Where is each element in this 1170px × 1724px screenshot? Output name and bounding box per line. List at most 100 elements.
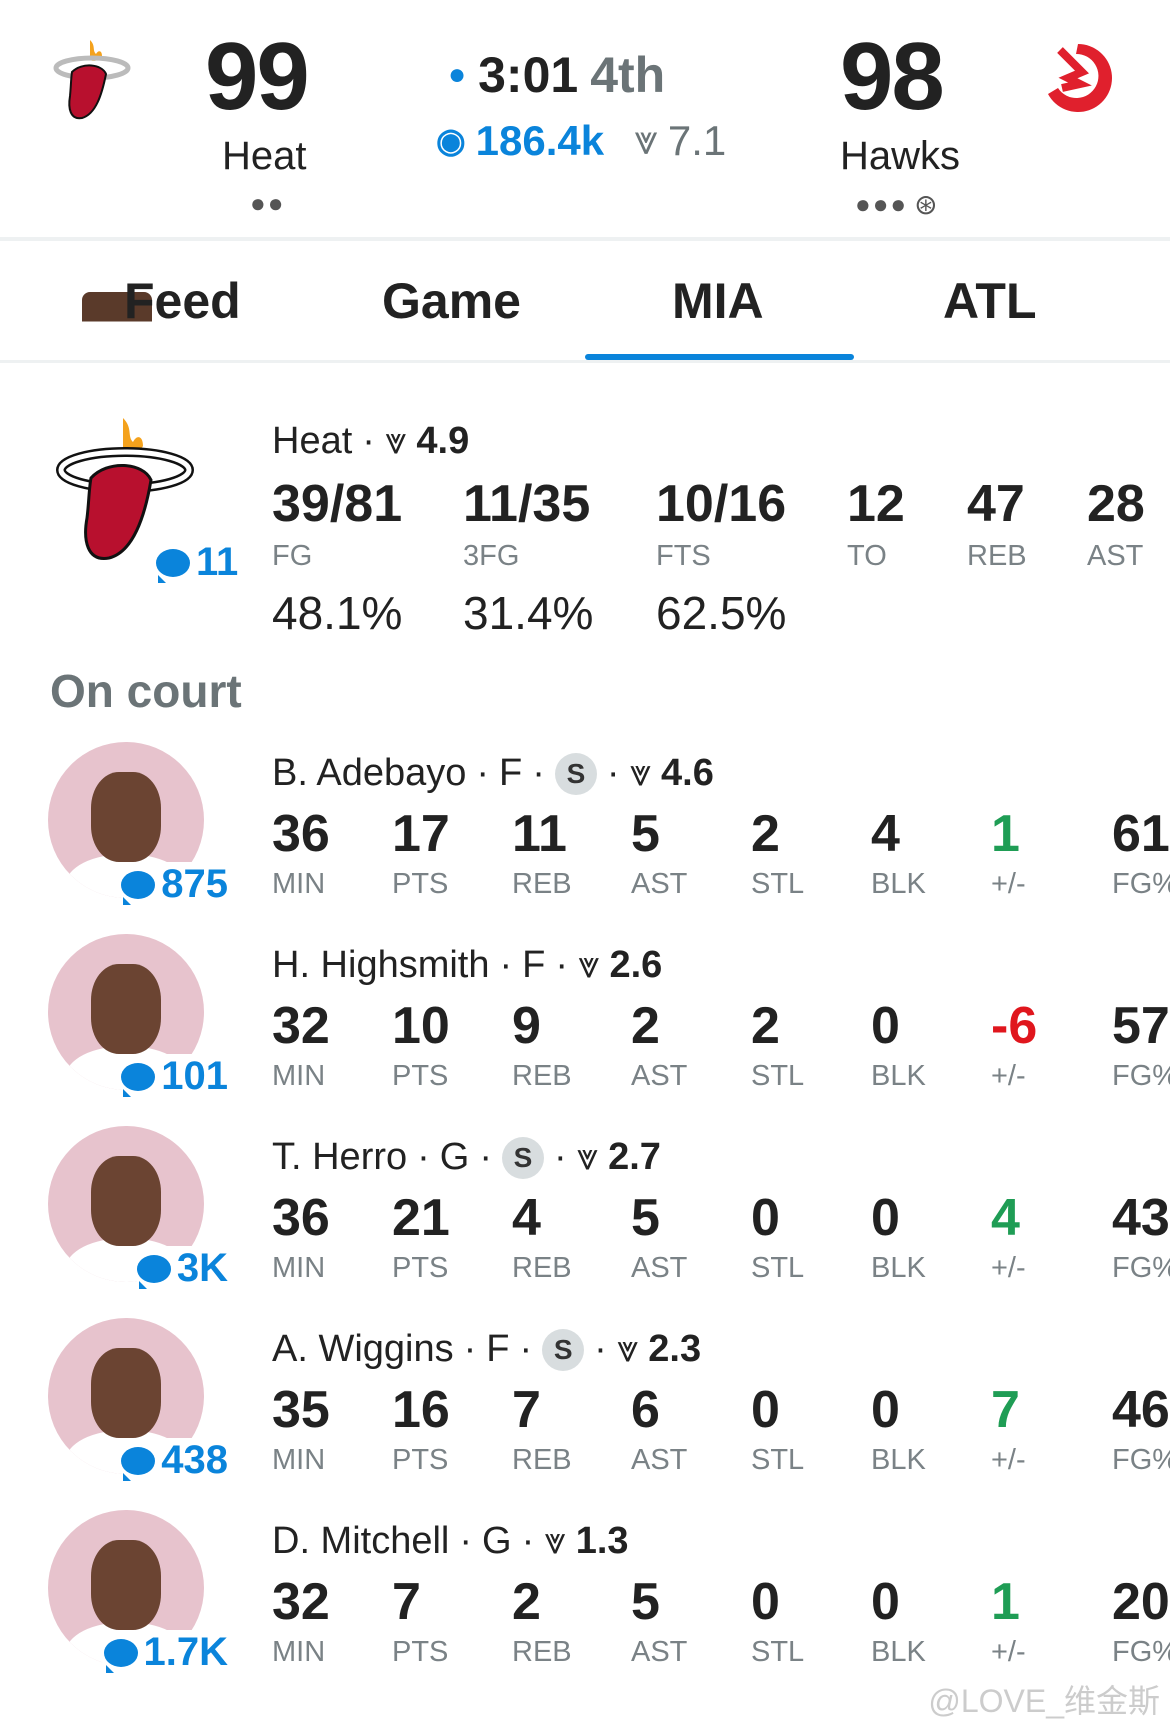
player-stat-label: AST (631, 1060, 688, 1092)
player-stat-value: 4 (871, 805, 900, 863)
player-comments-button[interactable]: 438 (117, 1438, 232, 1483)
player-stat-label: PTS (392, 1636, 449, 1668)
tab-atl[interactable]: ATL (943, 273, 1037, 329)
comment-icon (121, 1062, 156, 1097)
comment-count: 101 (161, 1054, 228, 1098)
team-stat-value: 28 (1087, 475, 1145, 533)
separator: · (606, 752, 620, 794)
clock-time: 3:01 (478, 47, 579, 103)
player-stat-value: 32 (272, 997, 330, 1055)
separator: · (532, 752, 545, 794)
starter-badge: S (554, 752, 597, 795)
tab-game[interactable]: Game (382, 273, 521, 329)
player-comments-button[interactable]: 1.7K (99, 1630, 232, 1675)
home-timeouts: ●● (250, 188, 286, 218)
player-stat-value: 7 (512, 1381, 541, 1439)
team-comments-button[interactable]: 11 (152, 540, 243, 585)
player-comments-button[interactable]: 875 (117, 862, 232, 907)
period: 4th (590, 47, 666, 103)
separator: · (417, 1136, 430, 1178)
player-stat-label: STL (751, 1636, 805, 1668)
rating-icon: ⩔ (629, 752, 652, 794)
player-stat-value: 1 (991, 805, 1020, 863)
team-meta: Heat · ⩔ 4.9 (272, 420, 469, 463)
player-stat-value: 2 (751, 997, 780, 1055)
separator: · (463, 1328, 477, 1370)
player-stat-value: 0 (871, 1189, 900, 1247)
separator: · (521, 1520, 535, 1562)
home-team-name: Heat (222, 134, 307, 178)
team-stat-value: 12 (847, 475, 905, 533)
comment-count: 1.7K (143, 1630, 229, 1674)
rating-icon: ⩔ (576, 1136, 599, 1178)
player-comments-button[interactable]: 101 (117, 1054, 232, 1099)
comment-icon (121, 1446, 156, 1481)
player-stat-label: MIN (272, 868, 326, 900)
separator: · (555, 944, 569, 986)
player-stat-label: REB (512, 1252, 572, 1284)
game-meta: ◉ 186.4k ⩔ 7.1 (436, 116, 726, 165)
player-comments-button[interactable]: 3K (132, 1246, 232, 1291)
player-stat-value: 0 (871, 1381, 900, 1439)
team-stat-value: 10/16 (656, 475, 787, 533)
tab-feed[interactable]: Feed (124, 273, 241, 329)
player-rating: 4.6 (661, 752, 714, 794)
comment-count: 875 (161, 862, 228, 906)
player-stat-value: 32 (272, 1573, 330, 1631)
game-clock: ● 3:01 4th (448, 46, 665, 104)
team-stat-label: FTS (656, 540, 711, 572)
player-stat-value: 0 (871, 997, 900, 1055)
player-stat-label: FG% (1112, 1060, 1170, 1092)
player-stat-label: AST (631, 868, 688, 900)
player-stat-label: REB (512, 868, 572, 900)
player-stat-label: BLK (871, 1252, 926, 1284)
player-name: T. Herro (272, 1136, 408, 1178)
player-stat-label: FG% (1112, 868, 1170, 900)
team-stat-label: FG (272, 540, 313, 572)
team-stat-label: AST (1087, 540, 1144, 572)
feed-avatar (82, 292, 152, 366)
player-stat-label: MIN (272, 1252, 326, 1284)
comment-count: 3K (176, 1246, 228, 1290)
player-stat-label: MIN (272, 1636, 326, 1668)
player-stat-value: 0 (751, 1381, 780, 1439)
player-stat-label: STL (751, 868, 805, 900)
comment-icon (121, 870, 156, 905)
hawks-logo (1040, 40, 1116, 116)
separator: · (459, 1520, 473, 1562)
team-rating: 4.9 (416, 420, 470, 462)
player-name: A. Wiggins (272, 1328, 454, 1370)
player-stat-value: 7 (991, 1381, 1020, 1439)
watermark: @LOVE_维金斯 (928, 1683, 1160, 1719)
player-stat-label: AST (631, 1444, 688, 1476)
player-name: H. Highsmith (272, 944, 490, 986)
heat-team-logo (55, 416, 195, 564)
tabs-divider (0, 360, 1170, 363)
team-stat-value: 39/81 (272, 475, 403, 533)
player-stat-value: 0 (751, 1573, 780, 1631)
separator: · (479, 1136, 493, 1178)
player-stat-value: 6 (631, 1381, 660, 1439)
player-rating: 1.3 (575, 1520, 629, 1562)
player-position: G (482, 1520, 512, 1562)
player-stat-label: MIN (272, 1060, 326, 1092)
player-stat-label: BLK (871, 1060, 926, 1092)
live-dot-icon: ● (448, 58, 467, 91)
player-name: D. Mitchell (272, 1520, 450, 1562)
player-stat-value: 46 (1112, 1381, 1170, 1439)
comment-count: 438 (161, 1438, 228, 1482)
tab-mia[interactable]: MIA (672, 273, 764, 329)
starter-badge: S (542, 1328, 585, 1371)
heat-logo (52, 38, 132, 122)
player-stat-label: BLK (871, 1636, 926, 1668)
player-stat-value: 4 (991, 1189, 1020, 1247)
active-tab-indicator (585, 354, 854, 360)
player-stat-label: STL (751, 1252, 805, 1284)
comment-icon (136, 1254, 171, 1289)
separator: · (476, 752, 490, 794)
player-meta: T. Herro · G · S · ⩔ 2.7 (272, 1136, 661, 1179)
player-stat-value: 9 (512, 997, 541, 1055)
player-stat-value: 17 (392, 805, 450, 863)
player-stat-value: 61 (1112, 805, 1170, 863)
player-position: F (522, 944, 546, 986)
